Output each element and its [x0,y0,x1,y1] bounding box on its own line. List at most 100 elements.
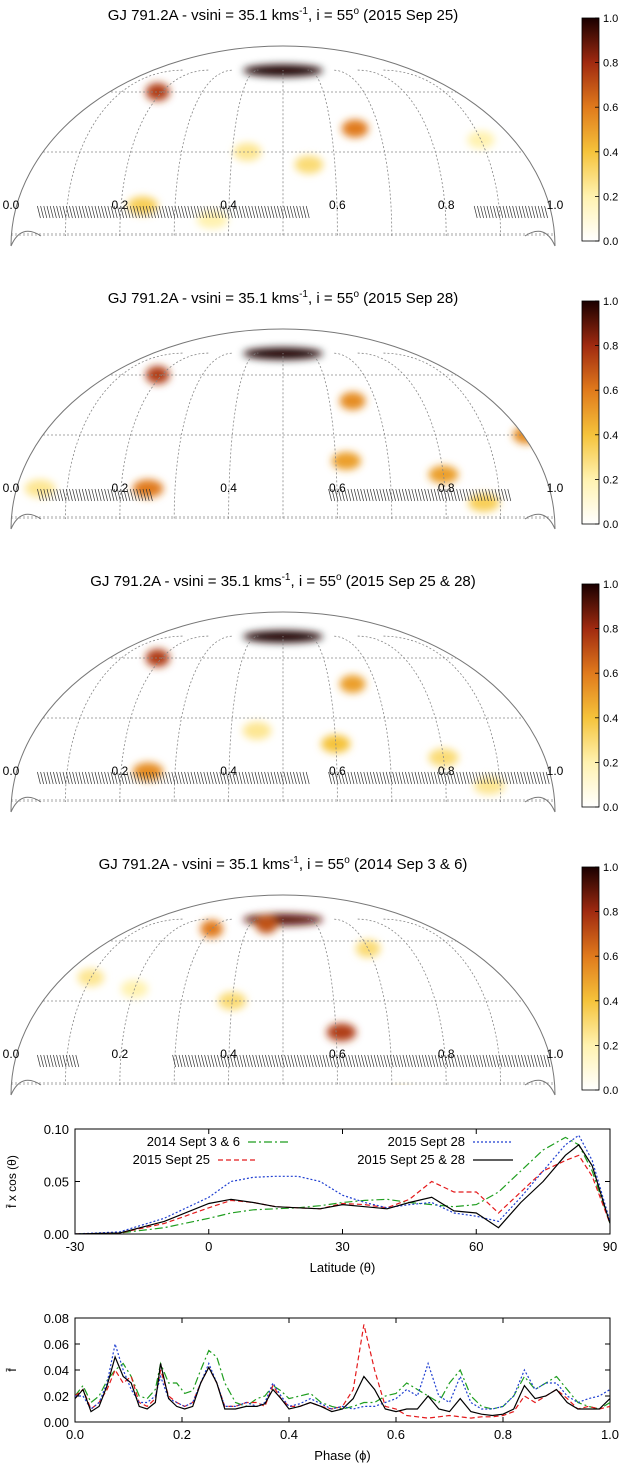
observation-tick [293,771,297,785]
colorbar-tick-label: 0.2 [603,757,618,769]
y-tick-label: 0.10 [44,1122,69,1137]
spot [355,939,381,958]
observation-tick [104,488,108,502]
observation-tick [437,1054,442,1068]
observation-tick [133,771,137,785]
observation-tick [238,771,243,785]
observation-tick [126,771,131,785]
observation-tick [531,205,536,219]
observation-tick [501,1054,506,1068]
phase-label: 0.2 [111,198,128,212]
observation-tick [72,205,76,219]
observation-tick [360,488,364,502]
longitude-line [307,69,338,246]
observation-tick [335,1054,340,1068]
observation-tick [75,1054,80,1068]
observation-tick [277,1054,282,1068]
observation-tick [297,1054,301,1068]
observation-tick [357,771,361,785]
observation-tick [447,1054,452,1068]
observation-tick [78,205,83,219]
observation-tick [149,488,153,502]
observation-tick [446,771,451,785]
map-limb-right [524,796,556,813]
observation-tick [226,1054,231,1068]
observation-tick [88,771,92,785]
observation-tick [383,1054,388,1068]
observation-tick [456,488,460,502]
colorbar-tick-label: 0.6 [603,668,618,680]
observation-tick [133,488,137,502]
observation-tick [533,1054,538,1068]
observation-tick [396,1054,400,1068]
observation-tick [322,1054,327,1068]
observation-tick [302,771,307,785]
observation-tick [177,771,182,785]
observation-tick [107,488,112,502]
observation-tick [280,205,284,219]
observation-tick [479,1054,484,1068]
observation-tick [482,1054,487,1068]
observation-tick [145,488,150,502]
observation-tick [171,771,176,785]
phase-label: 0.6 [329,481,346,495]
observation-tick [213,1054,218,1068]
observation-tick [69,1054,73,1068]
longitude-line [381,352,502,529]
phase-label: 0.0 [3,198,20,212]
x-tick-label: 90 [603,1239,617,1254]
observation-tick [481,771,486,785]
observation-tick [433,488,438,502]
observation-tick [409,1054,413,1068]
x-tick-label: 1.0 [601,1427,619,1442]
observation-tick [457,1054,461,1068]
observation-tick [504,771,508,785]
observation-tick [37,771,41,785]
observation-tick [286,205,291,219]
observation-tick [248,771,252,785]
observation-tick [405,771,409,785]
observation-tick [527,1054,532,1068]
observation-tick [463,1054,468,1068]
observation-tick [254,205,259,219]
observation-tick [360,771,364,785]
observation-tick [56,205,60,219]
series-line [75,1349,610,1410]
observation-tick [379,488,384,502]
observation-tick [165,205,169,219]
observation-tick [209,771,214,785]
observation-tick [530,1054,535,1068]
series-line [75,1324,610,1419]
observation-tick [187,771,192,785]
y-axis-label: f̄ x cos (θ) [5,1155,19,1208]
observation-tick [142,488,147,502]
observation-tick [49,1054,54,1068]
observation-tick [450,1054,455,1068]
observation-tick [402,1054,407,1068]
observation-tick [284,1054,288,1068]
observation-tick [123,771,128,785]
observation-tick [389,1054,394,1068]
observation-tick [293,1054,298,1068]
observation-tick [267,205,272,219]
observation-tick [502,205,507,219]
observation-tick [161,205,166,219]
observation-tick [120,205,124,219]
observation-tick [78,488,83,502]
observation-tick [270,771,275,785]
observation-tick [85,205,89,219]
observation-tick [91,488,96,502]
observation-tick [353,771,358,785]
observation-tick [529,771,534,785]
observation-tick [213,771,217,785]
spot [77,968,105,987]
observation-tick [293,205,297,219]
observation-tick [62,1054,67,1068]
observation-tick [428,1054,432,1068]
observation-tick [136,488,140,502]
spot [341,119,369,138]
longitude-line [332,635,393,812]
observation-tick [40,1054,44,1068]
observation-tick [261,205,265,219]
observation-tick [475,771,480,785]
